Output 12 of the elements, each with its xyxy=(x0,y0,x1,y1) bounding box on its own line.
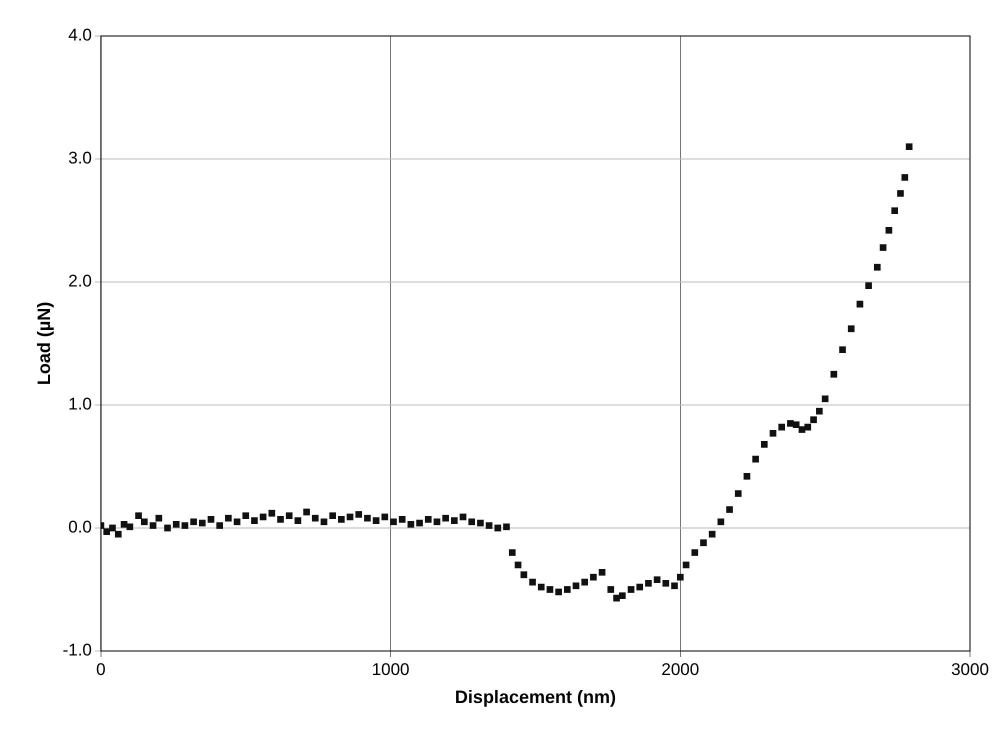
x-tick-label: 0 xyxy=(96,660,106,679)
x-axis-title: Displacement (nm) xyxy=(454,687,616,708)
y-axis-title: Load (µN) xyxy=(34,302,54,386)
y-tick-label: -1.0 xyxy=(62,640,92,660)
x-tick-label: 1000 xyxy=(372,660,410,679)
y-tick-label: 4.0 xyxy=(68,26,92,45)
y-tick-label: 2.0 xyxy=(68,272,92,291)
x-tick-label: 3000 xyxy=(951,660,989,679)
y-tick-label: 1.0 xyxy=(68,394,92,414)
y-tick-label: 3.0 xyxy=(68,148,92,168)
x-tick-label: 2000 xyxy=(661,660,700,679)
y-tick-label: 0.0 xyxy=(68,518,92,537)
